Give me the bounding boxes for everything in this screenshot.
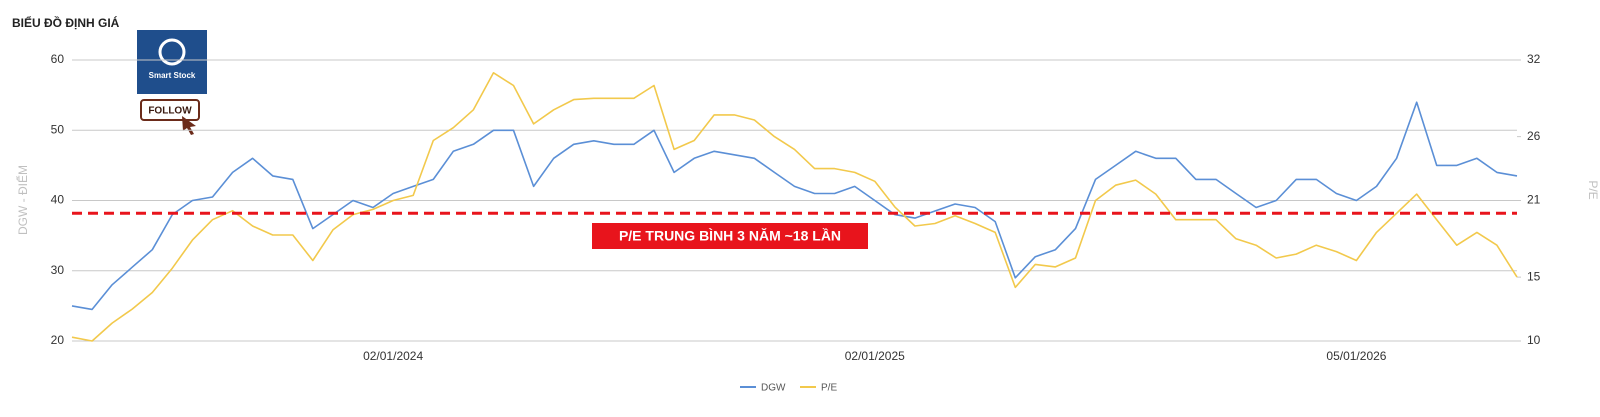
y2-tick-label: 15 [1527, 269, 1541, 283]
legend-label: P/E [821, 383, 837, 394]
y2-tick-label: 26 [1527, 129, 1541, 143]
series-line [71, 72, 1518, 342]
series-line [71, 101, 1518, 311]
y2-tick-label: 10 [1527, 333, 1541, 347]
follow-text[interactable]: FOLLOW [148, 106, 192, 117]
x-tick-label: 05/01/2026 [1326, 349, 1386, 363]
cursor-icon [182, 116, 196, 135]
logo: Smart Stock FOLLOW [137, 30, 207, 135]
logo-icon [158, 38, 186, 66]
annotation-text: P/E TRUNG BÌNH 3 NĂM ~18 LẦN [619, 228, 841, 244]
y-tick-label: 20 [51, 333, 65, 347]
y-tick-label: 30 [51, 263, 65, 277]
follow-button[interactable] [140, 99, 200, 121]
x-tick-label: 02/01/2025 [845, 349, 905, 363]
annotation-box [592, 223, 868, 249]
y-axis-title: DGW - ĐIỂM [15, 165, 30, 235]
y-tick-label: 50 [51, 122, 65, 136]
chart-title: BIỂU ĐỒ ĐỊNH GIÁ [12, 15, 120, 30]
logo-text: Smart Stock [149, 71, 196, 80]
y2-tick-label: 32 [1527, 52, 1541, 66]
y-tick-label: 60 [51, 52, 65, 66]
y2-tick-label: 21 [1527, 193, 1541, 207]
x-tick-label: 02/01/2024 [363, 349, 423, 363]
y2-axis-title: P/E [1586, 180, 1600, 199]
y-tick-label: 40 [51, 193, 65, 207]
legend-label: DGW [761, 383, 786, 394]
